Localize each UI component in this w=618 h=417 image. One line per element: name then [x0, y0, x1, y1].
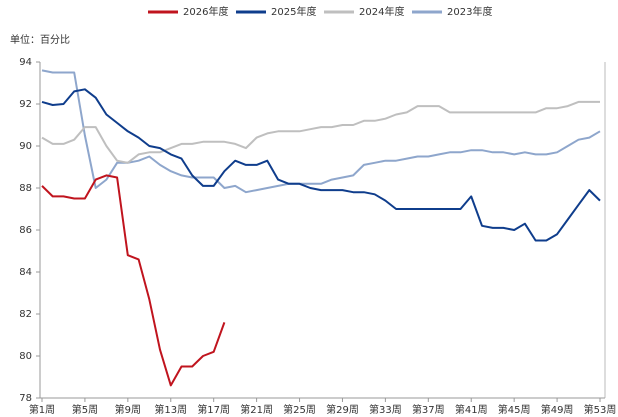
legend-label: 2025年度	[271, 5, 316, 18]
series-line	[41, 100, 600, 164]
x-tick-label: 第37周	[412, 403, 445, 416]
x-tick-label: 第21周	[240, 403, 273, 416]
x-tick-label: 第1周	[29, 403, 55, 416]
series-line	[41, 69, 601, 194]
y-tick-label: 92	[19, 99, 32, 110]
y-tick-label: 80	[19, 351, 32, 362]
legend-label: 2023年度	[447, 5, 492, 18]
x-tick-label: 第13周	[154, 403, 187, 416]
x-tick-label: 第9周	[115, 403, 141, 416]
x-tick-label: 第49周	[541, 403, 574, 416]
series-line	[41, 174, 226, 387]
y-tick-label: 94	[19, 57, 32, 68]
legend-label: 2026年度	[183, 5, 228, 18]
x-tick-label: 第41周	[455, 403, 488, 416]
y-tick-label: 88	[19, 183, 32, 194]
x-tick-label: 第33周	[369, 403, 402, 416]
x-tick-label: 第5周	[72, 403, 98, 416]
series-line	[41, 88, 601, 242]
y-tick-label: 86	[19, 225, 32, 236]
y-tick-label: 84	[19, 267, 32, 278]
x-tick-label: 第17周	[197, 403, 230, 416]
legend-label: 2024年度	[359, 5, 404, 18]
y-tick-label: 78	[19, 393, 32, 404]
x-tick-label: 第53周	[584, 403, 617, 416]
x-tick-label: 第29周	[326, 403, 359, 416]
y-tick-label: 90	[19, 141, 32, 152]
y-tick-label: 82	[19, 309, 32, 320]
unit-label: 单位：百分比	[10, 33, 70, 46]
x-tick-label: 第45周	[498, 403, 531, 416]
x-tick-label: 第25周	[283, 403, 316, 416]
